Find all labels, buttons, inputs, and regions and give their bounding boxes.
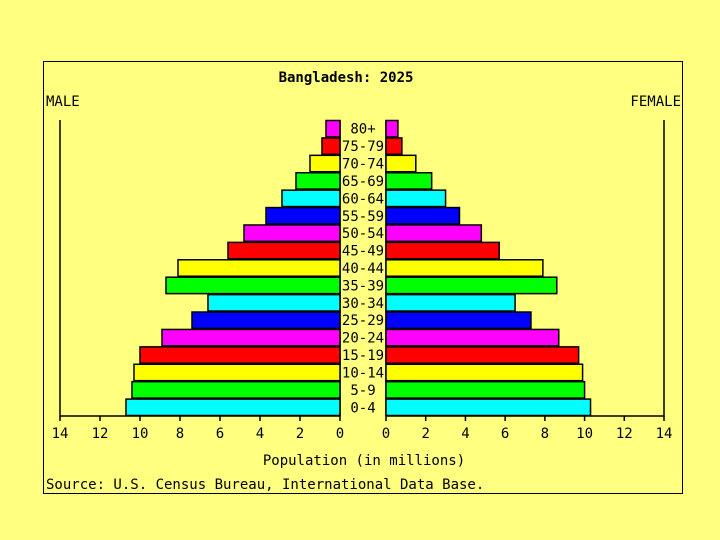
male-bar-55-59	[265, 206, 341, 225]
age-label: 45-49	[342, 244, 384, 260]
male-tick-label: 10	[132, 426, 149, 442]
female-label: FEMALE	[630, 94, 681, 110]
female-tick-label: 0	[382, 426, 390, 442]
male-tick-label: 14	[52, 426, 69, 442]
male-bar-40-44	[177, 259, 341, 277]
female-bar-25-29	[385, 311, 532, 330]
chart-title: Bangladesh: 2025	[279, 70, 414, 86]
male-bar-15-19	[139, 346, 341, 365]
female-bar-10-14	[385, 363, 584, 382]
age-label: 75-79	[342, 139, 384, 155]
female-bar-55-59	[385, 206, 461, 225]
male-bar-65-69	[295, 171, 341, 190]
female-bar-40-44	[385, 259, 544, 277]
male-bar-35-39	[165, 276, 341, 295]
male-bar-80+	[325, 119, 341, 138]
age-label: 30-34	[342, 296, 384, 312]
male-bar-25-29	[191, 311, 341, 330]
age-label: 10-14	[342, 365, 384, 381]
female-tick-label: 2	[421, 426, 429, 442]
age-label: 60-64	[342, 191, 384, 207]
age-label: 80+	[350, 122, 375, 138]
male-bar-45-49	[227, 241, 341, 260]
female-bar-50-54	[385, 224, 483, 243]
female-bar-80+	[385, 119, 399, 138]
female-bar-75-79	[385, 137, 403, 156]
age-label: 25-29	[342, 313, 384, 329]
female-bar-60-64	[385, 189, 447, 208]
female-tick-label: 12	[616, 426, 633, 442]
female-tick-label: 8	[541, 426, 549, 442]
male-bar-5-9	[131, 380, 341, 399]
age-label: 20-24	[342, 331, 384, 347]
age-label: 40-44	[342, 261, 384, 277]
female-bar-35-39	[385, 276, 558, 295]
male-tick-label: 0	[336, 426, 344, 442]
male-bar-10-14	[133, 363, 341, 382]
age-label: 0-4	[350, 400, 375, 416]
age-label: 50-54	[342, 226, 384, 242]
age-label: 15-19	[342, 348, 384, 364]
male-label: MALE	[46, 94, 80, 110]
male-bar-50-54	[243, 224, 341, 243]
female-tick-label: 10	[576, 426, 593, 442]
male-bar-70-74	[309, 154, 341, 173]
chart-frame: Bangladesh: 2025 MALE FEMALE 80+ 75-79 70-…	[43, 61, 683, 494]
female-bar-0-4	[385, 398, 592, 417]
male-tick-label: 2	[296, 426, 304, 442]
male-tick-label: 8	[176, 426, 184, 442]
male-tick-label: 6	[216, 426, 224, 442]
male-bar-60-64	[281, 189, 341, 208]
female-bar-45-49	[385, 241, 500, 260]
female-tick-label: 14	[656, 426, 673, 442]
female-tick-label: 4	[461, 426, 469, 442]
male-bar-0-4	[125, 398, 341, 417]
female-bar-70-74	[385, 154, 417, 173]
male-bar-30-34	[207, 293, 341, 312]
female-bar-30-34	[385, 293, 516, 312]
male-bar-20-24	[161, 328, 341, 347]
male-tick-label: 4	[256, 426, 264, 442]
x-axis-label: Population (in millions)	[263, 453, 465, 469]
age-label: 5-9	[350, 383, 375, 399]
age-label: 70-74	[342, 157, 384, 173]
female-bar-65-69	[385, 171, 433, 190]
age-label: 65-69	[342, 174, 384, 190]
male-tick-label: 12	[92, 426, 109, 442]
female-bar-5-9	[385, 380, 586, 399]
age-label: 35-39	[342, 278, 384, 294]
age-label: 55-59	[342, 209, 384, 225]
plot-area: 80+75-7970-7465-6960-6455-5950-5445-4940…	[52, 119, 673, 442]
population-pyramid-chart: Bangladesh: 2025 MALE FEMALE 80+75-79 70-…	[46, 70, 681, 493]
source-note: Source: U.S. Census Bureau, Internationa…	[46, 477, 484, 493]
female-bar-20-24	[385, 328, 560, 347]
male-bar-75-79	[321, 137, 341, 156]
female-bar-15-19	[385, 346, 580, 365]
female-tick-label: 6	[501, 426, 509, 442]
